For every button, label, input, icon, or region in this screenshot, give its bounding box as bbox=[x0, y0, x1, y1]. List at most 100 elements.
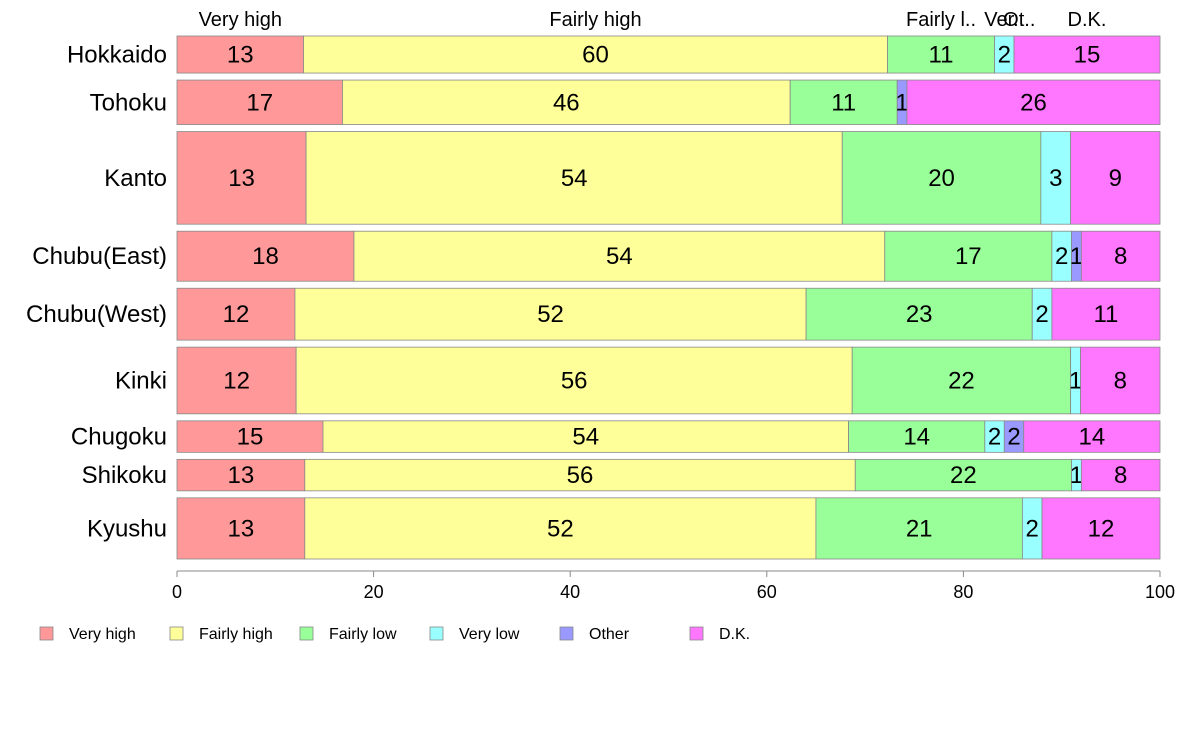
data-label-chugoku-very-high: 15 bbox=[237, 424, 264, 451]
top-label-d-k: D.K. bbox=[1068, 9, 1107, 31]
x-tick-label-100: 100 bbox=[1145, 582, 1175, 602]
bar-tohoku-d-k bbox=[906, 79, 1161, 125]
top-label-other: Ot.. bbox=[1003, 9, 1035, 31]
data-label-kanto-fairly-high: 54 bbox=[561, 165, 588, 192]
top-label-very-high: Very high bbox=[199, 9, 282, 31]
data-label-chubu-west-very-low: 2 bbox=[1035, 301, 1048, 328]
legend-swatch-fairly-low bbox=[299, 626, 314, 641]
row-labels-group: Hokkaido Tohoku Kanto Chubu(East) Chubu(West… bbox=[26, 42, 167, 543]
data-label-chubu-west-fairly-high: 52 bbox=[537, 301, 564, 328]
data-label-shikoku-fairly-high: 56 bbox=[567, 462, 594, 489]
legend-label-fairly-high: Fairly high bbox=[199, 626, 273, 643]
bar-chubu-east-d-k bbox=[1080, 230, 1161, 282]
x-tick-label-0: 0 bbox=[172, 582, 182, 602]
data-label-chubu-east-fairly-low: 17 bbox=[955, 243, 982, 270]
bar-kinki-d-k bbox=[1080, 346, 1161, 415]
data-label-kinki-d-k: 8 bbox=[1114, 367, 1127, 394]
bar-hokkaido-fairly-high bbox=[303, 35, 888, 74]
data-label-kanto-very-high: 13 bbox=[228, 165, 255, 192]
data-label-kyushu-d-k: 12 bbox=[1088, 515, 1115, 542]
data-label-hokkaido-very-low: 2 bbox=[998, 42, 1011, 69]
bar-chugoku-d-k bbox=[1023, 420, 1161, 453]
legend-label-very-low: Very low bbox=[459, 626, 520, 643]
bar-kyushu-fairly-low bbox=[815, 497, 1023, 560]
x-tick-label-60: 60 bbox=[757, 582, 777, 602]
legend-swatch-d-k bbox=[689, 626, 704, 641]
bar-tohoku-fairly-high bbox=[342, 79, 791, 125]
data-label-chubu-east-d-k: 8 bbox=[1114, 243, 1127, 270]
bar-kanto-very-high bbox=[176, 131, 307, 225]
data-label-kyushu-very-low: 2 bbox=[1026, 515, 1039, 542]
category-label-chubu-west: Chubu(West) bbox=[26, 301, 167, 328]
data-label-chugoku-fairly-high: 54 bbox=[572, 424, 599, 451]
data-label-shikoku-d-k: 8 bbox=[1114, 462, 1127, 489]
data-label-chubu-west-fairly-low: 23 bbox=[906, 301, 933, 328]
bar-kanto-very-low bbox=[1040, 131, 1072, 225]
x-axis: 0 20 40 60 80 100 bbox=[172, 570, 1175, 602]
legend-label-d-k: D.K. bbox=[719, 626, 750, 643]
bar-tohoku-fairly-low bbox=[789, 79, 898, 125]
bar-shikoku-d-k bbox=[1080, 458, 1161, 492]
top-label-very-low: Ver.. bbox=[984, 9, 1024, 31]
data-label-hokkaido-fairly-low: 11 bbox=[929, 42, 954, 69]
data-label-kyushu-fairly-low: 21 bbox=[906, 515, 933, 542]
x-tick-label-40: 40 bbox=[560, 582, 580, 602]
category-label-tohoku: Tohoku bbox=[90, 89, 167, 116]
top-column-labels: Very high Fairly high Fairly l.. Ver..Ot.. D… bbox=[199, 9, 1107, 31]
category-label-kanto: Kanto bbox=[104, 165, 167, 192]
bar-chubu-east-fairly-high bbox=[353, 230, 886, 282]
bar-kyushu-d-k bbox=[1041, 497, 1161, 560]
legend-swatch-very-low bbox=[429, 626, 444, 641]
data-label-kinki-fairly-high: 56 bbox=[561, 367, 588, 394]
data-label-shikoku-fairly-low: 22 bbox=[950, 462, 977, 489]
bar-kinki-fairly-low bbox=[851, 346, 1072, 415]
bar-chugoku-fairly-low bbox=[848, 420, 986, 453]
data-label-chubu-east-very-low: 2 bbox=[1055, 243, 1068, 270]
legend-swatch-fairly-high bbox=[169, 626, 184, 641]
category-label-chubu-east: Chubu(East) bbox=[32, 243, 167, 270]
bar-hokkaido-d-k bbox=[1013, 35, 1161, 74]
data-label-shikoku-very-low: 1 bbox=[1070, 462, 1083, 489]
legend: Very high Fairly high Fairly low Very low Ot… bbox=[39, 626, 750, 643]
category-label-kinki: Kinki bbox=[115, 367, 167, 394]
top-label-fairly-low: Fairly l.. bbox=[906, 9, 976, 31]
data-label-tohoku-fairly-low: 11 bbox=[831, 89, 856, 116]
data-label-tohoku-fairly-high: 46 bbox=[553, 89, 580, 116]
bar-tohoku-very-high bbox=[176, 79, 343, 125]
data-label-shikoku-very-high: 13 bbox=[228, 462, 255, 489]
legend-swatch-other bbox=[559, 626, 574, 641]
data-label-chugoku-fairly-low: 14 bbox=[903, 424, 930, 451]
data-label-kinki-fairly-low: 22 bbox=[948, 367, 975, 394]
category-label-kyushu: Kyushu bbox=[87, 515, 167, 542]
data-label-tohoku-very-high: 17 bbox=[246, 89, 273, 116]
data-label-chugoku-very-low: 2 bbox=[988, 424, 1001, 451]
bar-chugoku-fairly-high bbox=[322, 420, 849, 453]
legend-swatch-very-high bbox=[39, 626, 54, 641]
bar-kyushu-very-high bbox=[176, 497, 306, 560]
data-label-kanto-fairly-low: 20 bbox=[928, 165, 955, 192]
data-label-hokkaido-fairly-high: 60 bbox=[582, 42, 609, 69]
data-label-chubu-east-fairly-high: 54 bbox=[606, 243, 633, 270]
bar-kinki-fairly-high bbox=[295, 346, 853, 415]
data-label-tohoku-other: 1 bbox=[895, 89, 908, 116]
legend-label-other: Other bbox=[589, 626, 630, 643]
bar-chubu-west-fairly-low bbox=[805, 287, 1033, 341]
bar-shikoku-very-high bbox=[176, 458, 306, 492]
data-label-kyushu-fairly-high: 52 bbox=[547, 515, 574, 542]
data-label-chugoku-d-k: 14 bbox=[1079, 424, 1106, 451]
bar-kyushu-fairly-high bbox=[304, 497, 817, 560]
x-tick-label-20: 20 bbox=[364, 582, 384, 602]
bar-chubu-east-very-high bbox=[176, 230, 355, 282]
category-label-shikoku: Shikoku bbox=[82, 462, 167, 489]
bar-kanto-d-k bbox=[1070, 131, 1161, 225]
data-label-chubu-west-very-high: 12 bbox=[223, 301, 250, 328]
legend-label-very-high: Very high bbox=[69, 626, 136, 643]
legend-label-fairly-low: Fairly low bbox=[329, 626, 397, 643]
data-label-kanto-d-k: 9 bbox=[1109, 165, 1122, 192]
data-label-hokkaido-very-high: 13 bbox=[227, 42, 254, 69]
data-label-hokkaido-d-k: 15 bbox=[1074, 42, 1101, 69]
data-label-chugoku-other: 2 bbox=[1007, 424, 1020, 451]
category-label-hokkaido: Hokkaido bbox=[67, 42, 167, 69]
x-tick-label-80: 80 bbox=[953, 582, 973, 602]
